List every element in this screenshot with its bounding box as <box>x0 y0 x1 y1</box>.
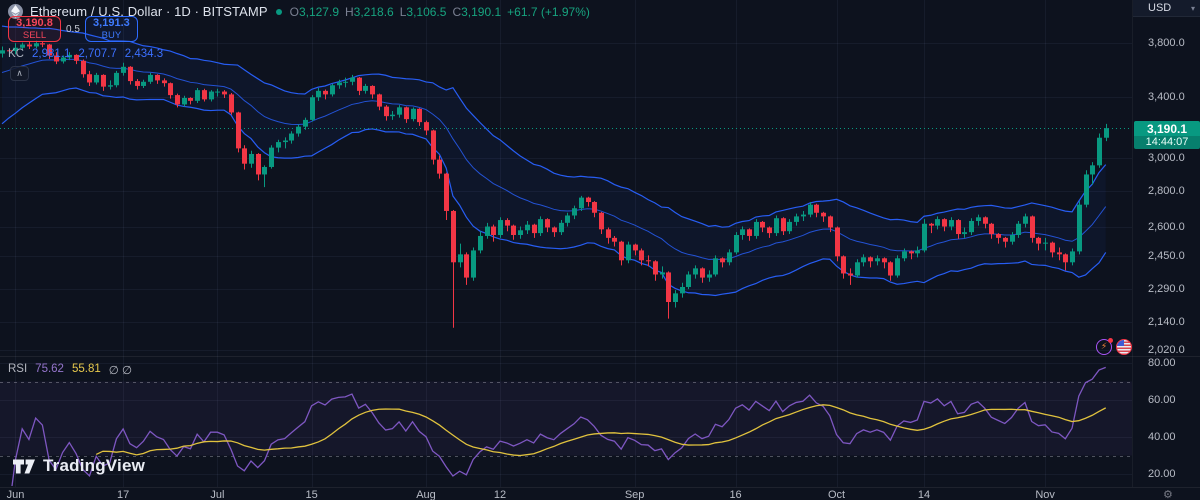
price-chart-canvas[interactable] <box>0 0 1132 487</box>
bar-countdown: 14:44:07 <box>1134 136 1200 150</box>
price-axis-label: 2,020.0 <box>1148 343 1185 356</box>
currency-dropdown[interactable]: USD ▾ <box>1133 0 1200 17</box>
time-axis-label: 16 <box>729 489 742 500</box>
time-axis-label: Jun <box>6 489 25 500</box>
chevron-up-icon: ∧ <box>16 68 23 78</box>
tradingview-attribution[interactable]: TradingView <box>13 456 145 476</box>
chevron-down-icon: ▾ <box>1190 4 1195 13</box>
pane-divider[interactable] <box>0 356 1200 357</box>
symbol-title[interactable]: Ethereum / U.S. Dollar · 1D · BITSTAMP <box>30 4 268 19</box>
price-axis-label: 3,800.0 <box>1148 36 1185 49</box>
rsi-axis-label: 60.00 <box>1148 393 1176 406</box>
price-axis-label: 2,450.0 <box>1148 249 1185 262</box>
rsi-value: 75.62 <box>35 363 64 375</box>
buy-price: 3,191.3 <box>93 16 130 29</box>
change-value: +61.7 (+1.97%) <box>507 4 590 19</box>
last-price-badge: 3,190.1 14:44:07 <box>1134 121 1200 150</box>
open-label: O <box>289 4 299 19</box>
sell-button[interactable]: 3,190.8 SELL <box>8 16 61 42</box>
time-axis-label: Nov <box>1035 489 1055 500</box>
price-axis-label: 2,600.0 <box>1148 220 1185 233</box>
rsi-legend[interactable]: RSI 75.62 55.81 ∅ ∅ <box>8 363 132 377</box>
time-axis-label: Jul <box>210 489 225 500</box>
price-axis[interactable]: USD ▾ 3,190.1 14:44:07 3,800.0 3,400.0 3,0… <box>1132 0 1200 487</box>
low-label: L <box>399 4 407 19</box>
time-axis[interactable]: ⚙ Jun 17 Jul 15 Aug 12 Sep 16 Oct 14 Nov <box>0 487 1200 500</box>
last-price-value: 3,190.1 <box>1134 121 1200 137</box>
lightning-icon: ⚡ <box>1100 341 1108 351</box>
currency-label: USD <box>1148 2 1172 14</box>
rsi-axis-label: 40.00 <box>1148 430 1176 443</box>
spread-value: 0.5 <box>66 23 80 35</box>
time-axis-label: Aug <box>416 489 436 500</box>
tradingview-logo-icon <box>13 459 35 473</box>
buy-label: BUY <box>101 29 122 41</box>
market-status-dot <box>275 8 282 15</box>
keltner-mid-value: 2,707.7 <box>78 48 117 60</box>
rsi-axis-label: 20.00 <box>1148 467 1176 480</box>
time-axis-label: 17 <box>117 489 130 500</box>
time-axis-label: Oct <box>827 489 846 500</box>
rsi-label: RSI <box>8 363 28 375</box>
price-axis-label: 2,800.0 <box>1148 184 1185 197</box>
close-label: C <box>452 4 462 19</box>
ohlc-readout: O3,127.9 H3,218.6 L3,106.5 C3,190.1 +61.… <box>290 5 590 19</box>
keltner-lower-value: 2,434.3 <box>124 48 164 60</box>
open-value: 3,127.9 <box>298 4 339 19</box>
time-axis-label: Sep <box>624 489 645 500</box>
high-label: H <box>345 4 354 19</box>
floating-icons: ⚡ <box>1096 338 1132 355</box>
buy-button[interactable]: 3,191.3 BUY <box>84 16 138 42</box>
sell-price: 3,190.8 <box>16 16 53 29</box>
time-axis-label: 14 <box>917 489 931 500</box>
time-axis-label: 12 <box>493 489 507 500</box>
price-axis-label: 3,400.0 <box>1148 90 1185 103</box>
keltner-legend[interactable]: KC 2,981.1 2,707.7 2,434.3 <box>8 48 163 60</box>
time-axis-label: 15 <box>305 489 318 500</box>
rsi-empty-set-values: ∅ ∅ <box>108 365 132 377</box>
close-value: 3,190.1 <box>461 4 502 19</box>
ethereum-logo-icon <box>8 4 23 19</box>
rsi-ma-value: 55.81 <box>71 363 101 375</box>
low-value: 3,106.5 <box>406 4 447 19</box>
collapse-pane-button[interactable]: ∧ <box>10 66 29 81</box>
keltner-label: KC <box>8 48 24 60</box>
boost-lightning-icon[interactable]: ⚡ <box>1096 338 1113 355</box>
price-axis-label: 3,000.0 <box>1148 151 1185 164</box>
keltner-upper-value: 2,981.1 <box>31 48 71 60</box>
tradingview-wordmark: TradingView <box>43 456 146 475</box>
sell-label: SELL <box>22 29 47 41</box>
symbol-header: Ethereum / U.S. Dollar · 1D · BITSTAMP O… <box>8 4 590 19</box>
us-flag-icon[interactable] <box>1116 339 1132 355</box>
price-axis-label: 2,290.0 <box>1148 282 1185 295</box>
trade-buttons: 3,190.8 SELL 0.5 3,191.3 BUY <box>8 16 138 42</box>
price-axis-label: 2,140.0 <box>1148 315 1185 328</box>
gear-icon[interactable]: ⚙ <box>1163 489 1173 500</box>
high-value: 3,218.6 <box>353 4 394 19</box>
rsi-axis-label: 80.00 <box>1148 356 1176 369</box>
